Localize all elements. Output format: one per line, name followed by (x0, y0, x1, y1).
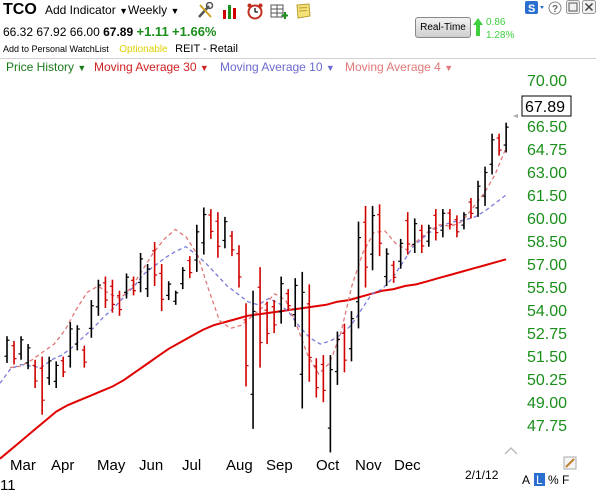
real-time-change: 0.86 (486, 17, 506, 28)
y-tick-label: 58.50 (527, 234, 567, 251)
scale-log-highlight (534, 473, 545, 486)
ticker-symbol[interactable]: TCO (3, 1, 37, 18)
ma4-line (9, 147, 507, 375)
x-tick-label: Oct (316, 457, 340, 474)
real-time-change-pct: 1.28% (486, 30, 515, 41)
chevron-down-icon: ▼ (119, 6, 128, 16)
price-change-pct: +1.66% (172, 24, 217, 39)
chevron-down-icon: ▼ (170, 6, 180, 16)
y-tick-label: 49.00 (527, 395, 567, 412)
x-tick-label: May (97, 457, 126, 474)
period-label: Weekly (128, 3, 168, 17)
low-price: 66.00 (69, 25, 100, 39)
legend-ma4-label: Moving Average 4 (345, 60, 441, 74)
x-tick-label: Dec (394, 457, 421, 474)
search-dropdown-icon[interactable]: S (525, 1, 545, 15)
y-tick-label: 57.00 (527, 257, 567, 274)
x-tick-label: Sep (266, 457, 293, 474)
x-tick-label: Aug (226, 457, 253, 474)
x-tick-label: Nov (355, 457, 382, 474)
indicator-legend: Price History ▼ Moving Average 30 ▼ Movi… (0, 59, 596, 75)
y-tick-label: 70.00 (527, 74, 567, 90)
help-icon[interactable]: ? (548, 1, 564, 15)
divider (0, 58, 596, 59)
up-arrow-icon (473, 18, 483, 36)
restore-icon[interactable] (566, 0, 580, 14)
last-price-label: 67.89 (525, 99, 565, 116)
y-tick-label: 55.50 (527, 280, 567, 297)
y-tick-label: 50.25 (527, 372, 567, 389)
legend-ma4[interactable]: Moving Average 4 ▼ (345, 60, 453, 74)
sector-label: REIT - Retail (175, 43, 238, 55)
y-tick-label: 51.50 (527, 349, 567, 366)
close-icon[interactable] (582, 0, 596, 14)
scale-arithmetic[interactable]: A (522, 473, 530, 487)
x-tick-label: Apr (51, 457, 74, 474)
chevron-down-icon: ▼ (77, 63, 87, 73)
note-icon[interactable] (294, 2, 312, 20)
date-label: 2/1/12 (465, 468, 499, 482)
svg-text:?: ? (552, 4, 558, 15)
real-time-quote: 0.86 1.28% (486, 16, 514, 42)
last-price-box (521, 95, 572, 117)
tools-icon[interactable] (196, 2, 214, 20)
y-tick-label: 52.75 (527, 326, 567, 343)
y-tick-label: 61.50 (527, 188, 567, 205)
quote-subline: Add to Personal WatchList Optionable REI… (3, 43, 423, 55)
svg-text:S: S (528, 3, 535, 15)
x-tick-label: Jul (182, 457, 201, 474)
legend-ma10[interactable]: Moving Average 10 ▼ (220, 60, 335, 74)
chevron-down-icon: ▼ (325, 63, 335, 73)
close-price: 67.89 (103, 25, 134, 39)
scroll-up-icon[interactable] (504, 446, 518, 455)
period-select[interactable]: Weekly ▼ (128, 3, 179, 17)
y-tick-label: 54.00 (527, 303, 567, 320)
add-indicator-button[interactable]: Add Indicator ▼ (45, 3, 128, 17)
scale-log[interactable]: L (536, 473, 543, 487)
last-price-marker-icon (513, 114, 518, 118)
scale-toggle[interactable]: A L % F (522, 473, 569, 487)
year-label: 11 (0, 477, 16, 494)
y-tick-label: 63.00 (527, 165, 567, 182)
x-tick-label: Mar (10, 457, 36, 474)
x-tick-label: Jun (139, 457, 163, 474)
add-indicator-label: Add Indicator (45, 3, 116, 17)
chevron-down-icon: ▼ (199, 63, 209, 73)
scale-percent[interactable]: % (548, 473, 559, 487)
alarm-clock-icon[interactable] (246, 2, 264, 20)
legend-price-history[interactable]: Price History ▼ (6, 60, 86, 74)
chart-bars-icon[interactable] (221, 2, 239, 20)
price-chart[interactable]: 70.0068.5066.5064.7563.0061.5060.0058.50… (0, 74, 596, 499)
legend-ma30-label: Moving Average 30 (94, 60, 197, 74)
add-to-watchlist-link[interactable]: Add to Personal WatchList (3, 44, 109, 54)
legend-ma30[interactable]: Moving Average 30 ▼ (94, 60, 209, 74)
y-tick-label: 60.00 (527, 211, 567, 228)
legend-price-history-label: Price History (6, 60, 75, 74)
open-price: 66.32 (3, 25, 34, 39)
pencil-icon[interactable] (563, 456, 577, 470)
high-price: 67.92 (36, 25, 67, 39)
scale-fit[interactable]: F (562, 473, 569, 487)
quote-line: 66.32 67.92 66.00 67.89 +1.11 +1.66% (3, 24, 216, 39)
price-change: +1.11 (136, 24, 169, 39)
chart-toolbar: TCO Add Indicator ▼ Weekly ▼ (0, 0, 596, 22)
optionable-badge: Optionable (119, 44, 168, 55)
real-time-button[interactable]: Real-Time (415, 17, 471, 38)
add-table-icon[interactable] (270, 2, 288, 20)
y-tick-label: 64.75 (527, 142, 567, 159)
legend-ma10-label: Moving Average 10 (220, 60, 323, 74)
y-tick-label: 66.50 (527, 119, 567, 136)
chevron-down-icon: ▼ (444, 63, 454, 73)
y-tick-label: 47.75 (527, 418, 567, 435)
